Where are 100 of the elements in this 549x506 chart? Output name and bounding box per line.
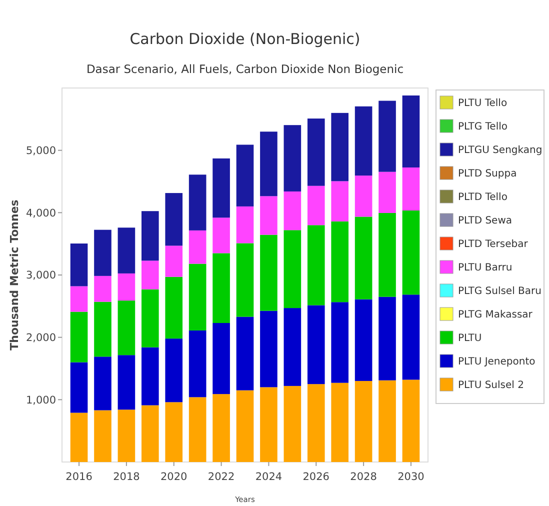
bar [354,380,372,462]
bar [236,390,254,462]
legend-label: PLTD Sewa [458,216,512,226]
x-tick-label: 2022 [208,471,235,483]
bar [307,305,325,384]
bar [212,218,230,254]
bar [331,112,348,182]
x-tick-label: 2028 [350,471,377,483]
bar [354,216,372,300]
bar [236,316,254,390]
bar [402,95,420,168]
bar [70,412,88,462]
legend-label: PLTD Suppa [458,168,517,180]
bar [94,356,112,410]
bar [188,397,206,462]
bar [188,174,206,230]
legend-label: PLTU [458,333,482,344]
bar [331,302,348,383]
legend-label: PLTG Tello [458,122,508,132]
legend-label: PLTG Makassar [458,310,534,320]
bar [118,300,136,356]
bar [284,125,302,192]
bar [118,355,136,410]
y-axis-title: Thousand Metric Tonnes [8,199,21,350]
bar [378,100,396,172]
y-tick-label: 4,000 [26,207,56,220]
bar [307,118,325,186]
bar [284,308,302,386]
bar [402,210,420,295]
bar [212,158,230,218]
chart-subtitle: Dasar Scenario, All Fuels, Carbon Dioxide Non Biogenic [86,62,404,76]
bar [118,273,136,301]
bar [142,405,159,462]
bar [284,191,302,230]
bar [142,211,159,261]
bar [165,338,183,402]
bar [236,144,254,206]
legend-label: PLTU Barru [458,262,512,274]
bar [212,394,230,462]
legend-label: PLTU Jeneponto [458,356,536,368]
x-tick-label: 2026 [302,471,330,483]
bar [307,225,325,306]
bar [260,234,278,311]
bar [94,410,112,462]
legend-label: PLTD Tersebar [458,239,529,250]
bar [307,384,325,462]
bar [212,322,230,394]
bar [260,196,278,235]
y-tick-label: 2,000 [26,332,56,344]
legend-label: PLTU Sulsel 2 [458,380,524,391]
bar [70,362,88,413]
chart-title: Carbon Dioxide (Non-Biogenic) [130,30,360,48]
bar [402,167,420,210]
x-tick-label: 2016 [66,471,93,483]
bar [236,206,254,244]
bar [70,286,88,312]
bar [378,380,396,462]
bar [354,106,372,176]
bar [94,230,112,276]
bar [402,380,420,462]
legend-label: PLTGU Sengkang [458,145,542,156]
bar [260,387,278,462]
bar [118,228,136,274]
x-tick-label: 2024 [255,471,282,483]
bar [378,296,396,380]
bar [284,230,302,308]
bar [331,221,348,302]
bar [354,299,372,381]
bar [70,244,88,286]
x-tick-label: 2018 [113,471,140,483]
bar [188,230,206,264]
bar [165,402,183,462]
bar [142,289,159,348]
bar [94,276,112,302]
y-tick-label: 3,000 [26,270,56,282]
bar [331,181,348,222]
y-tick-label: 5,000 [26,145,56,158]
bar [260,310,278,388]
bar [165,246,183,277]
bar [378,172,396,213]
legend-label: PLTU Tello [458,98,508,109]
bar [165,276,183,339]
bar [165,193,183,246]
bar [70,312,88,362]
bar [94,302,112,357]
bar [142,260,159,290]
bar [212,253,230,323]
bar [331,382,348,462]
bar [402,294,420,380]
bar [354,176,372,217]
bar [236,243,254,317]
bar [378,212,396,297]
legend-label: PLTG Sulsel Baru [458,286,542,297]
bar [284,386,302,462]
bar [307,186,325,226]
x-tick-label: 2020 [160,471,188,483]
bar [118,410,136,462]
bar [188,330,206,398]
x-tick-label: 2030 [398,471,424,483]
y-tick-label: 1,000 [26,394,56,406]
